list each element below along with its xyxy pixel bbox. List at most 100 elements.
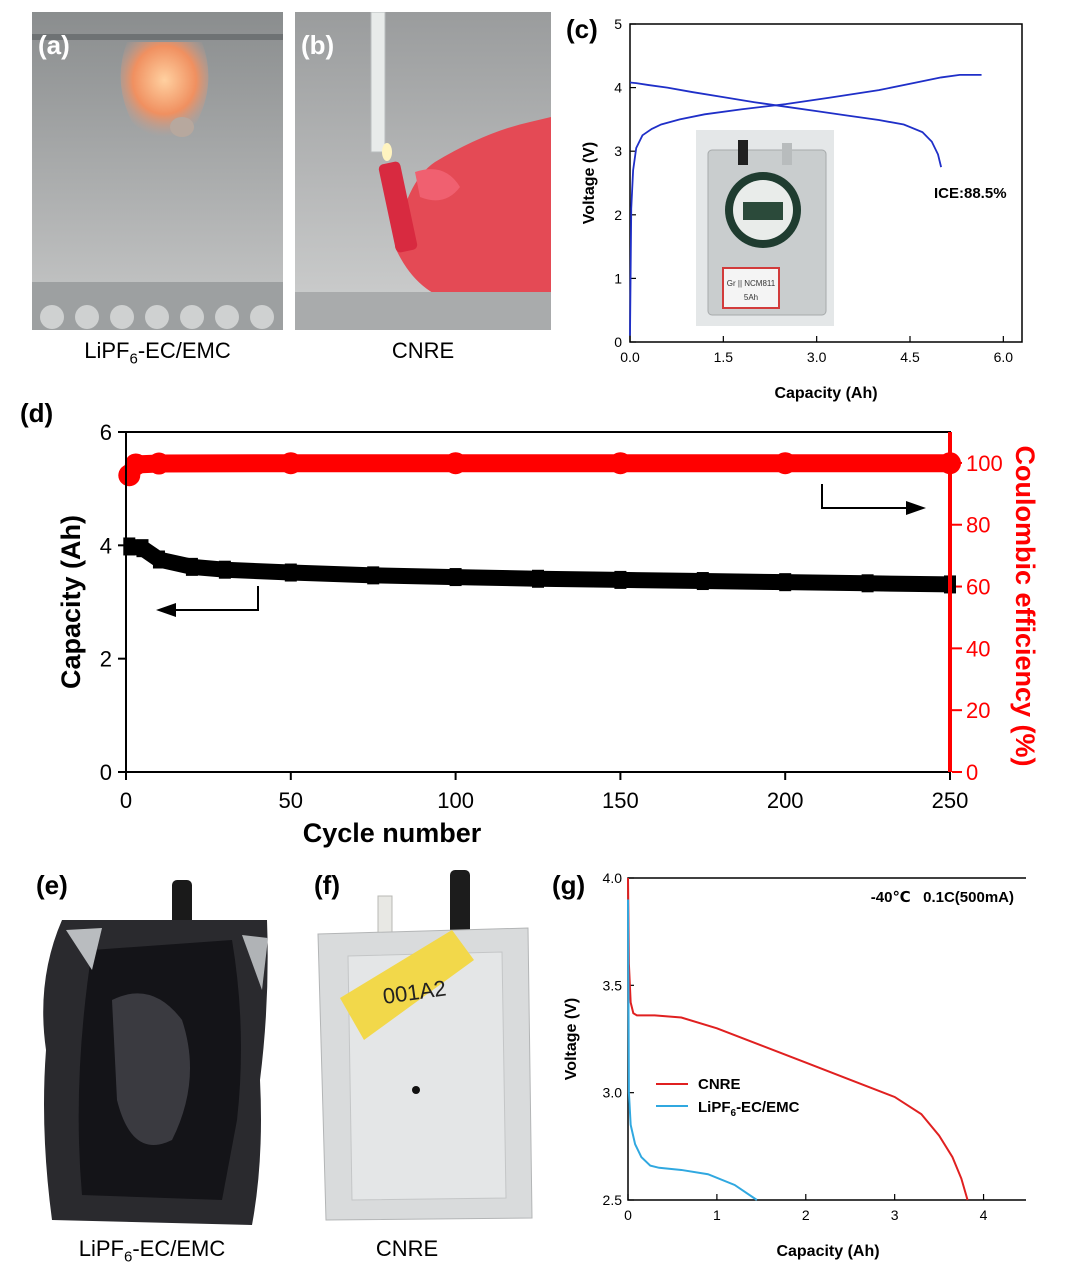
chart-g-xtick-label-0: 0 (624, 1207, 632, 1223)
chart-g-series-lipf6-ec-emc (627, 899, 758, 1201)
chart-c-xtick-label-0: 0.0 (620, 349, 640, 365)
chart-d-ce-point-2 (147, 452, 170, 475)
panel-label-c: (c) (566, 14, 598, 44)
chart-g-ytick-label-2: 3.5 (603, 977, 623, 993)
chart-g-legend: CNRE LiPF6-EC/EMC (656, 1076, 800, 1119)
chart-g-condition: -40℃ 0.1C(500mA) (871, 889, 1014, 906)
caption-f: CNRE (375, 1236, 439, 1261)
chart-d-xtick-label-2: 100 (437, 788, 474, 813)
chart-d-capacity-point-4 (218, 560, 231, 579)
chart-d-capacity-point-1 (136, 539, 149, 558)
chart-d-ytick-right-label-0: 0 (966, 760, 978, 785)
chart-d-xtick-label-1: 50 (279, 788, 303, 813)
chart-g-xtick-label-4: 4 (980, 1207, 988, 1223)
chart-d-capacity-point-11 (779, 573, 792, 592)
chart-d-ytick-right-label-1: 20 (966, 698, 990, 723)
chart-d-ce-point-1 (124, 453, 147, 476)
chart-d-ytick-left-label-3: 6 (100, 420, 112, 445)
chart-c-xtick-label-4: 6.0 (994, 349, 1014, 365)
chart-c-ytick-label-5: 5 (614, 16, 622, 32)
photo-burned-pouch-cell (32, 880, 272, 1230)
chart-d-ce-point-3 (279, 452, 302, 475)
chart-d-capacity-point-0 (123, 537, 136, 556)
chart-d-capacity-point-3 (185, 557, 198, 576)
chart-g-xtick-label-2: 2 (802, 1207, 810, 1223)
chart-d-capacity-point-5 (284, 563, 297, 582)
chart-d-ytick-left-label-1: 2 (100, 647, 112, 672)
chart-d-ce-point-5 (609, 452, 632, 475)
inset-label-line2: 5Ah (744, 293, 758, 302)
chart-c-xtick-label-2: 3.0 (807, 349, 827, 365)
chart-g-xlabel: Capacity (Ah) (776, 1243, 879, 1260)
chart-d-right-axis-line (948, 432, 952, 772)
chart-d-capacity-point-8 (532, 569, 544, 588)
photo-cnre-lighter-test (295, 12, 551, 330)
chart-g-ytick-label-0: 2.5 (603, 1192, 623, 1208)
chart-d-xtick-label-4: 200 (767, 788, 804, 813)
chart-c-ytick-label-0: 0 (614, 334, 622, 350)
chart-d-frame (125, 431, 951, 773)
chart-d-xtick-label-3: 150 (602, 788, 639, 813)
chart-c-xtick-label-3: 4.5 (900, 349, 920, 365)
chart-g-xtick-label-1: 1 (713, 1207, 721, 1223)
caption-e: LiPF6-EC/EMC (78, 1236, 226, 1266)
chart-g-ytick-label-3: 4.0 (603, 870, 623, 886)
chart-g-xtick-label-3: 3 (891, 1207, 899, 1223)
caption-b: CNRE (391, 338, 455, 363)
chart-d-xtick-label-0: 0 (120, 788, 132, 813)
panel-label-d: (d) (20, 398, 54, 428)
chart-c-inset-pouch-cell-photo: Gr || NCM811 5Ah (696, 130, 834, 326)
chart-d-capacity-point-9 (614, 570, 627, 589)
chart-c-series-charge (629, 73, 982, 336)
chart-c-xtick-label-1: 1.5 (714, 349, 734, 365)
chart-c-ylabel: Voltage (V) (581, 142, 598, 224)
chart-d-ytick-right-label-4: 80 (966, 513, 990, 538)
legend-label-cnre: CNRE (698, 1076, 741, 1093)
arrow-ce-right (821, 484, 912, 509)
chart-d-xlabel: Cycle number (303, 818, 482, 848)
arrow-head-right (906, 501, 926, 515)
panel-label-f: (f) (314, 870, 340, 900)
chart-d-ce-point-4 (444, 452, 467, 475)
arrow-capacity-left (168, 586, 259, 611)
chart-c-ytick-label-3: 3 (614, 143, 622, 159)
panel-label-a: (a) (38, 30, 70, 60)
chart-d-ytick-left-label-2: 4 (100, 533, 112, 558)
arrow-head-left (156, 603, 176, 617)
chart-d-ce-point-6 (774, 452, 797, 475)
chart-d-capacity-point-7 (449, 568, 462, 587)
chart-c-series-discharge (629, 81, 942, 168)
chart-c-annotation: ICE:88.5% (934, 185, 1007, 202)
photo-liquid-electrolyte-burning (32, 12, 283, 330)
chart-d-ytick-right-label-3: 60 (966, 575, 990, 600)
chart-d-capacity-point-12 (861, 574, 874, 593)
chart-d-capacity-point-2 (152, 550, 165, 569)
chart-c-ytick-label-2: 2 (614, 207, 622, 223)
caption-a: LiPF6-EC/EMC (84, 338, 231, 368)
chart-c-ytick-label-1: 1 (614, 270, 622, 286)
chart-c-frame (629, 23, 1023, 343)
photo-intact-pouch-cell: 001A2 (312, 868, 536, 1223)
chart-d-ytick-right-label-2: 40 (966, 636, 990, 661)
chart-d-xtick-label-5: 250 (932, 788, 969, 813)
chart-g-frame (627, 877, 1026, 1201)
chart-c-voltage-capacity: 0.0 1.5 3.0 4.5 6.0 0 1 2 3 4 5 Gr || NCM811 5Ah I… (581, 16, 1023, 402)
chart-g-series-cnre (627, 877, 969, 1201)
panel-label-e: (e) (36, 870, 68, 900)
chart-c-xlabel: Capacity (Ah) (774, 385, 877, 402)
legend-label-lipf6: LiPF6-EC/EMC (698, 1099, 800, 1119)
chart-d-capacity-point-10 (696, 572, 709, 591)
chart-g-ytick-label-1: 3.0 (603, 1085, 623, 1101)
chart-d-ylabel-left: Capacity (Ah) (56, 515, 86, 689)
chart-g-ylabel: Voltage (V) (563, 998, 580, 1080)
chart-g-low-temperature-discharge: 0 1 2 3 4 2.5 3.0 3.5 4.0 -40℃ 0.1C(500mA) CNRE … (563, 870, 1026, 1260)
panel-label-g: (g) (552, 870, 586, 900)
chart-d-ytick-right-label-5: 100 (966, 451, 1003, 476)
chart-d-ytick-left-label-0: 0 (100, 760, 112, 785)
chart-d-ylabel-right: Coulombic efficiency (%) (1010, 445, 1040, 766)
panel-label-b: (b) (301, 30, 335, 60)
chart-c-ytick-label-4: 4 (614, 80, 622, 96)
chart-d-capacity-point-6 (367, 566, 380, 585)
chart-d-series-coulombic-efficiency (120, 454, 959, 485)
